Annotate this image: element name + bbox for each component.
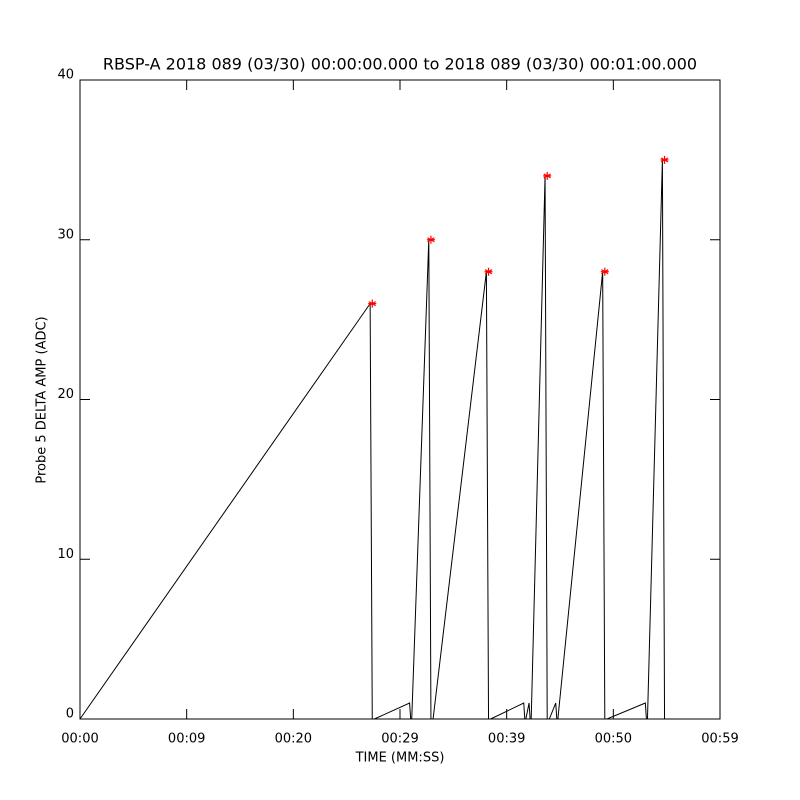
x-axis-label: TIME (MM:SS): [355, 751, 445, 766]
x-tick-label: 00:20: [275, 732, 312, 747]
peak-marker: [368, 299, 377, 308]
y-tick-label: 10: [57, 547, 74, 562]
x-tick-label: 00:29: [381, 732, 418, 747]
peak-marker: [426, 235, 435, 244]
data-line: [79, 159, 720, 720]
x-tick-label: 00:50: [595, 732, 632, 747]
peak-marker: [660, 155, 669, 164]
peak-marker: [600, 267, 609, 276]
x-tick-label: 00:00: [61, 732, 98, 747]
y-tick-label: 0: [66, 707, 74, 722]
y-tick-label: 40: [57, 68, 74, 83]
y-tick-label: 30: [57, 227, 74, 242]
chart-title: RBSP-A 2018 089 (03/30) 00:00:00.000 to …: [103, 55, 697, 74]
x-tick-label: 00:09: [168, 732, 205, 747]
peak-marker: [543, 171, 552, 180]
x-tick-label: 00:59: [701, 732, 738, 747]
peak-marker: [484, 267, 493, 276]
y-axis-label: Probe 5 DELTA AMP (ADC): [35, 316, 50, 483]
x-tick-label: 00:39: [488, 732, 525, 747]
plot-frame: [79, 79, 721, 720]
y-tick-label: 20: [57, 387, 74, 402]
